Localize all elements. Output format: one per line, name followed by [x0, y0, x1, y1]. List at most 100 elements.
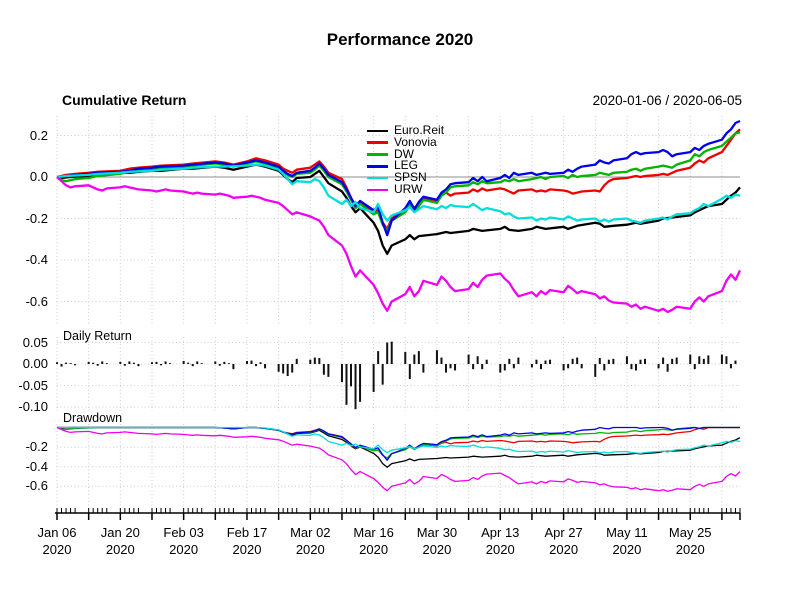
daily-return-bar — [720, 354, 723, 364]
legend-swatch-SPSN — [367, 176, 388, 180]
chart-title: Performance 2020 — [326, 30, 474, 49]
daily-return-bar — [123, 364, 126, 366]
daily-return-bar — [169, 363, 172, 364]
daily-return-bar — [693, 364, 696, 370]
legend-label: Vonovia — [394, 134, 437, 149]
daily-return-bar — [92, 362, 95, 364]
daily-return-bar — [671, 358, 674, 364]
daily-return-bar — [245, 360, 248, 364]
legend-item: Vonovia — [367, 134, 444, 149]
daily-return-bar — [340, 364, 343, 383]
daily-return-bar — [612, 358, 615, 364]
daily-return-bar — [286, 364, 289, 377]
y-tick-label: 0.05 — [22, 334, 48, 350]
cumulative-line-LEG — [56, 119, 741, 237]
daily-return-bar — [119, 361, 122, 364]
daily-return-bar — [639, 359, 642, 364]
daily-return-bar — [435, 350, 438, 364]
y-tick-label: -0.6 — [25, 478, 48, 494]
daily-return-bar — [725, 356, 728, 364]
daily-return-bar — [105, 363, 108, 364]
drawdown-line-URW — [56, 426, 741, 492]
y-tick-label: -0.05 — [18, 377, 48, 393]
x-tick-label: May 25 2020 — [668, 525, 712, 557]
drawdown-label: Drawdown — [63, 411, 123, 425]
daily-return-bar — [580, 364, 583, 369]
daily-return-bar — [318, 357, 321, 364]
daily-return-bar — [644, 358, 647, 364]
daily-return-bar — [544, 360, 547, 364]
daily-return-bar — [87, 361, 90, 364]
legend-label: LEG — [394, 158, 419, 173]
daily-return-bar — [503, 364, 506, 371]
daily-return-bar — [567, 364, 570, 369]
daily-return-bar — [562, 364, 565, 371]
daily-return-bar — [594, 364, 597, 377]
daily-return-bar — [200, 363, 203, 364]
daily-return-bar — [386, 342, 389, 364]
daily-return-bar — [259, 362, 262, 364]
legend-swatch-Vonovia — [367, 141, 388, 144]
daily-return-bar — [598, 357, 601, 364]
daily-return-bar — [657, 364, 660, 369]
daily-return-bar — [702, 358, 705, 364]
daily-return-bar — [65, 362, 68, 364]
legend-item: DW — [367, 148, 444, 161]
daily-return-bar — [56, 362, 58, 364]
x-tick-label: May 11 2020 — [606, 525, 648, 557]
daily-return-bar — [499, 364, 502, 373]
daily-return-bar — [634, 364, 637, 371]
daily-return-bar — [60, 364, 63, 367]
daily-return-bar — [187, 362, 190, 364]
daily-return-bar — [128, 361, 131, 364]
legend-item: Euro.Reit — [367, 124, 444, 137]
drawdown-line-SPSN — [57, 426, 741, 455]
daily-return-bar — [291, 364, 294, 373]
daily-return-bar — [137, 364, 140, 367]
daily-return-bar — [359, 364, 362, 402]
daily-return-bar — [734, 360, 737, 364]
x-tick-label: Jan 20 2020 — [100, 525, 140, 557]
daily-return-bar — [390, 341, 393, 364]
daily-return-bar — [182, 360, 185, 364]
legend-swatch-DW — [367, 153, 388, 156]
legend-label: URW — [394, 181, 423, 196]
daily-return-bar — [444, 364, 447, 373]
daily-return-bar — [422, 364, 425, 373]
legend-swatch-LEG — [367, 164, 388, 168]
daily-return-bar — [350, 364, 353, 387]
legend-item: SPSN — [367, 170, 444, 185]
daily-return-bar — [322, 364, 325, 375]
daily-return-bar — [191, 364, 194, 367]
x-tick-label: Feb 17 2020 — [226, 525, 268, 557]
drawdown-line-LEG — [57, 426, 740, 461]
daily-return-bar — [232, 364, 235, 370]
legend-item: LEG — [367, 158, 444, 173]
daily-return-bar — [666, 364, 669, 372]
daily-return-bar — [372, 364, 375, 392]
y-tick-label: 0.0 — [29, 169, 48, 184]
daily-return-bar — [549, 359, 552, 364]
daily-return-bar — [69, 363, 72, 364]
daily-return-bar — [485, 359, 488, 364]
x-tick-label: Mar 02 2020 — [290, 525, 331, 557]
x-tick-label: Mar 16 2020 — [353, 525, 394, 557]
y-tick-label: -0.10 — [18, 399, 48, 414]
daily-return-bar — [603, 364, 606, 371]
daily-return-bar — [164, 361, 167, 364]
daily-return-bar — [223, 361, 226, 364]
daily-return-bar — [517, 357, 520, 364]
daily-return-bar — [408, 364, 411, 380]
cumulative-line-Vonovia — [56, 128, 741, 231]
daily-return-bar — [535, 359, 538, 364]
daily-return-bar — [377, 351, 380, 364]
daily-return-label: Daily Return — [63, 329, 132, 343]
daily-return-bar — [571, 358, 574, 364]
x-tick-label: Jan 06 2020 — [37, 525, 77, 557]
y-tick-label: -0.2 — [25, 210, 48, 226]
daily-return-bar — [150, 362, 153, 364]
legend-label: SPSN — [394, 170, 427, 185]
daily-return-bar — [607, 359, 610, 364]
legend: Euro.Reit Vonovia DW LEG SPSN URW — [367, 124, 444, 196]
